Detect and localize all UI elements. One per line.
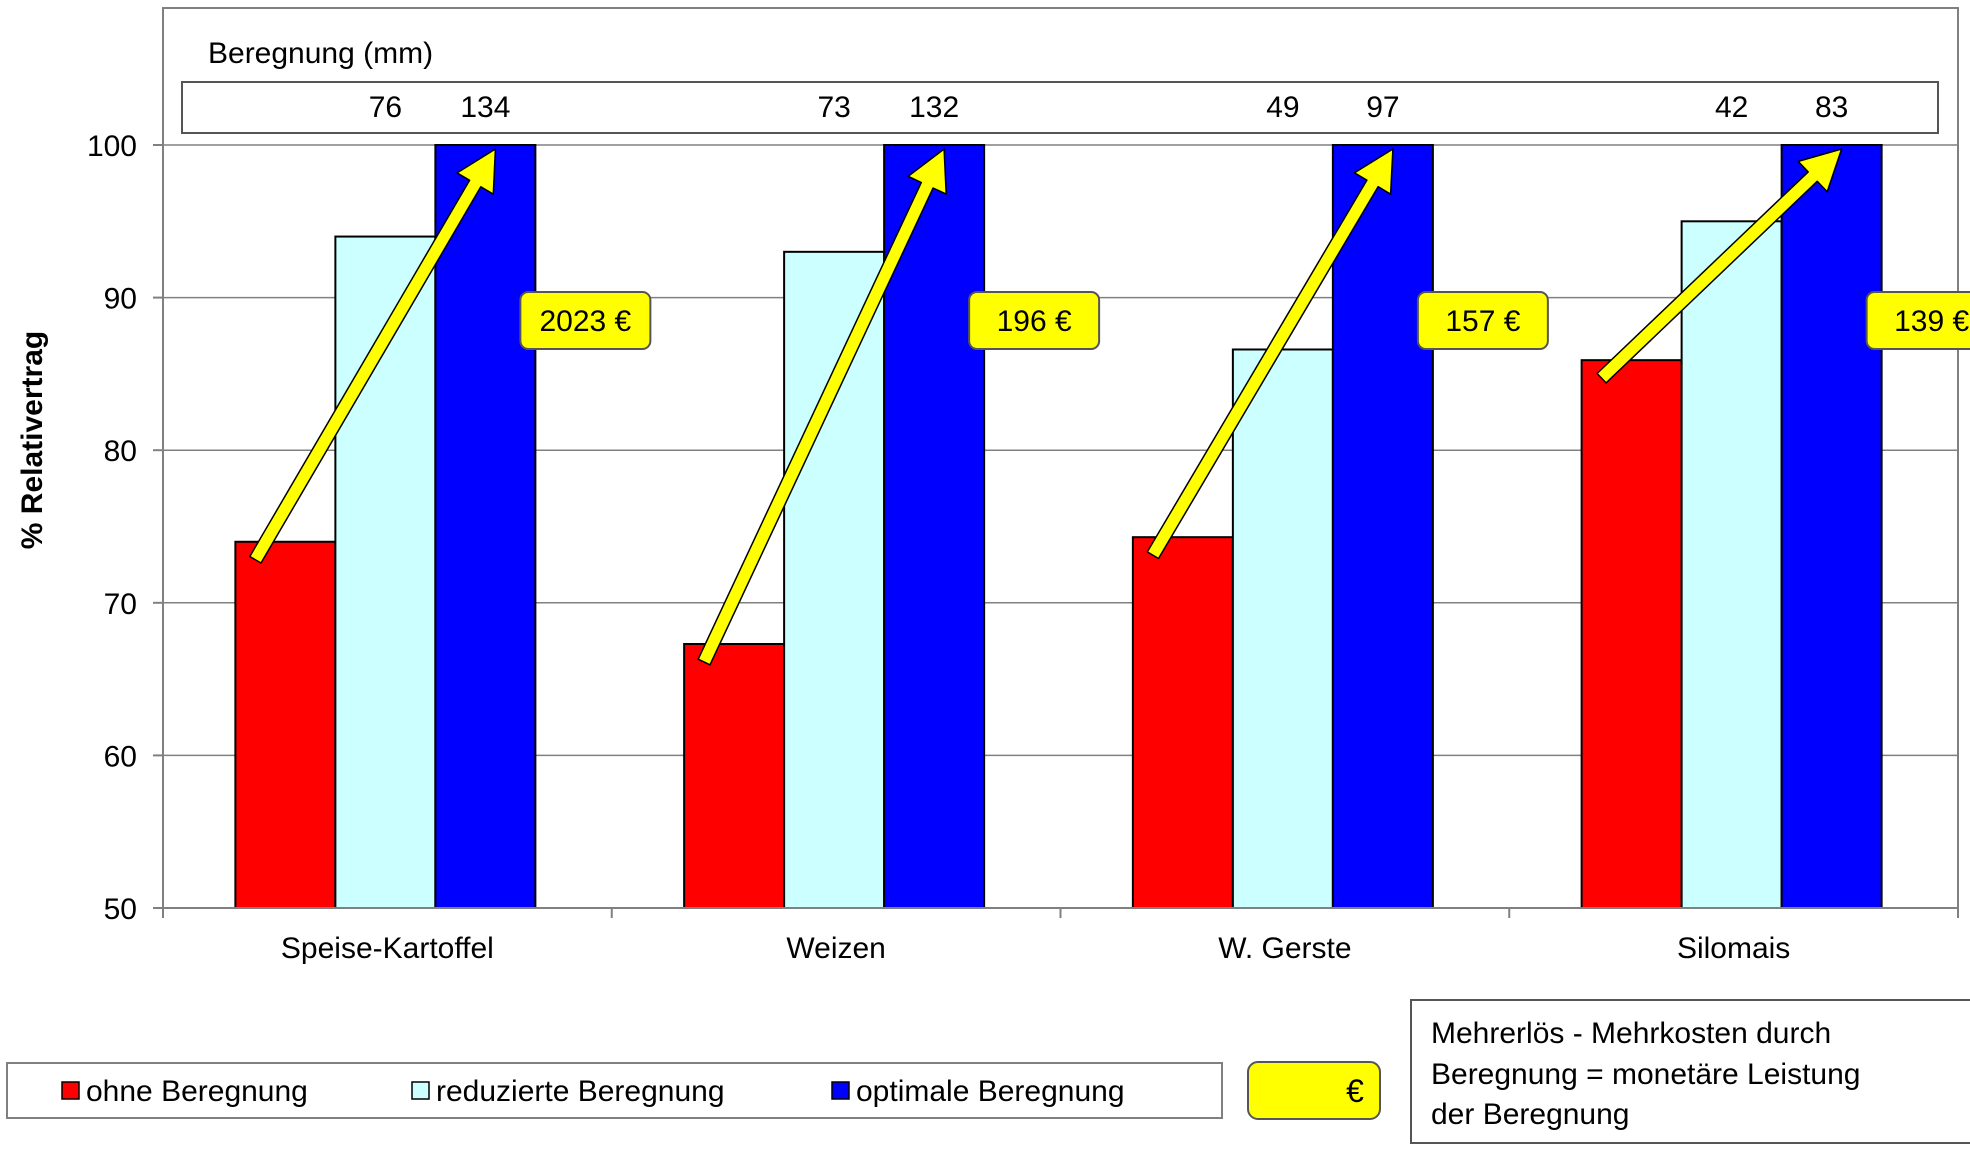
gain-label: 157 €: [1445, 305, 1520, 338]
gain-arrow: [697, 148, 947, 666]
gain-label-box: [1865, 291, 1970, 350]
gain-legend-textbox: [1410, 999, 1970, 1144]
legend-label: reduzierte Beregnung: [436, 1075, 725, 1108]
irrigation-title: Beregnung (mm): [208, 37, 433, 70]
gain-arrow: [249, 148, 497, 564]
irrigation-reduced-value: 76: [369, 91, 402, 124]
bar-ohne: [234, 540, 337, 909]
category-label: W. Gerste: [1218, 932, 1351, 965]
irrigation-header: Beregnung (mm) 76 134 73 132 49 97 42 83: [181, 37, 1939, 134]
gain-legend-line-3: der Beregnung: [1431, 1098, 1630, 1131]
legend-box: [6, 1062, 1223, 1119]
gain-labels-layer: 2023 € 196 € 157 € 139 €: [519, 291, 1970, 350]
bar-reduziert: [1231, 348, 1334, 909]
bar-ohne: [683, 643, 786, 909]
gain-label-box: [968, 291, 1101, 350]
bar-reduziert: [1680, 220, 1783, 910]
y-tick-label: 100: [87, 130, 137, 163]
gain-legend-symbol: €: [1346, 1073, 1364, 1109]
bar-optimal: [1331, 144, 1434, 909]
y-tick-label: 70: [104, 588, 137, 621]
legend: ohne Beregnung reduzierte Beregnung optima…: [6, 1062, 1223, 1119]
irrigation-optimal-value: 83: [1815, 91, 1848, 124]
gain-arrow: [1596, 148, 1843, 384]
y-axis-label: % Relativertrag: [16, 331, 49, 549]
irrigation-optimal-value: 132: [909, 91, 959, 124]
irrigation-optimal-value: 97: [1366, 91, 1399, 124]
legend-label: optimale Beregnung: [856, 1075, 1125, 1108]
irrigation-reduced-value: 49: [1266, 91, 1299, 124]
y-tick-label: 80: [104, 435, 137, 468]
gain-legend-symbol-box: [1247, 1061, 1381, 1120]
bar-optimal: [1780, 144, 1883, 909]
bar-optimal: [434, 144, 537, 909]
gain-arrow: [1146, 148, 1394, 560]
legend-label: ohne Beregnung: [86, 1075, 308, 1108]
gain-legend: € Mehrerlös - Mehrkosten durch Beregnung…: [1247, 999, 1970, 1144]
bar-optimal: [883, 144, 986, 909]
bars-layer: [234, 144, 1883, 910]
legend-swatch: [411, 1081, 430, 1100]
category-label: Weizen: [786, 932, 886, 965]
gain-label: 139 €: [1894, 305, 1969, 338]
axes-layer: 50 60 70 80 90 100 Speise-Kartoffel Weizen W. Ge…: [87, 130, 1959, 965]
gain-label: 196 €: [997, 305, 1072, 338]
bar-ohne: [1131, 536, 1234, 909]
y-tick-label: 50: [104, 893, 137, 926]
irrigation-reduced-value: 42: [1715, 91, 1748, 124]
gain-label-box: [1416, 291, 1549, 350]
gain-label-box: [519, 291, 652, 350]
irrigation-reduced-value: 73: [817, 91, 850, 124]
category-label: Silomais: [1677, 932, 1790, 965]
bar-ohne: [1580, 359, 1683, 909]
gain-label: 2023 €: [539, 305, 631, 338]
gain-legend-line-1: Mehrerlös - Mehrkosten durch: [1431, 1017, 1831, 1050]
bar-reduziert: [783, 250, 886, 909]
legend-swatch: [61, 1081, 80, 1100]
arrows-layer: [249, 148, 1843, 666]
y-tick-label: 90: [104, 283, 137, 316]
category-label: Speise-Kartoffel: [281, 932, 494, 965]
gain-legend-line-2: Beregnung = monetäre Leistung: [1431, 1058, 1860, 1091]
y-tick-label: 60: [104, 740, 137, 773]
irrigation-optimal-value: 134: [460, 91, 510, 124]
legend-swatch: [831, 1081, 850, 1100]
irrigation-band: [181, 81, 1939, 134]
